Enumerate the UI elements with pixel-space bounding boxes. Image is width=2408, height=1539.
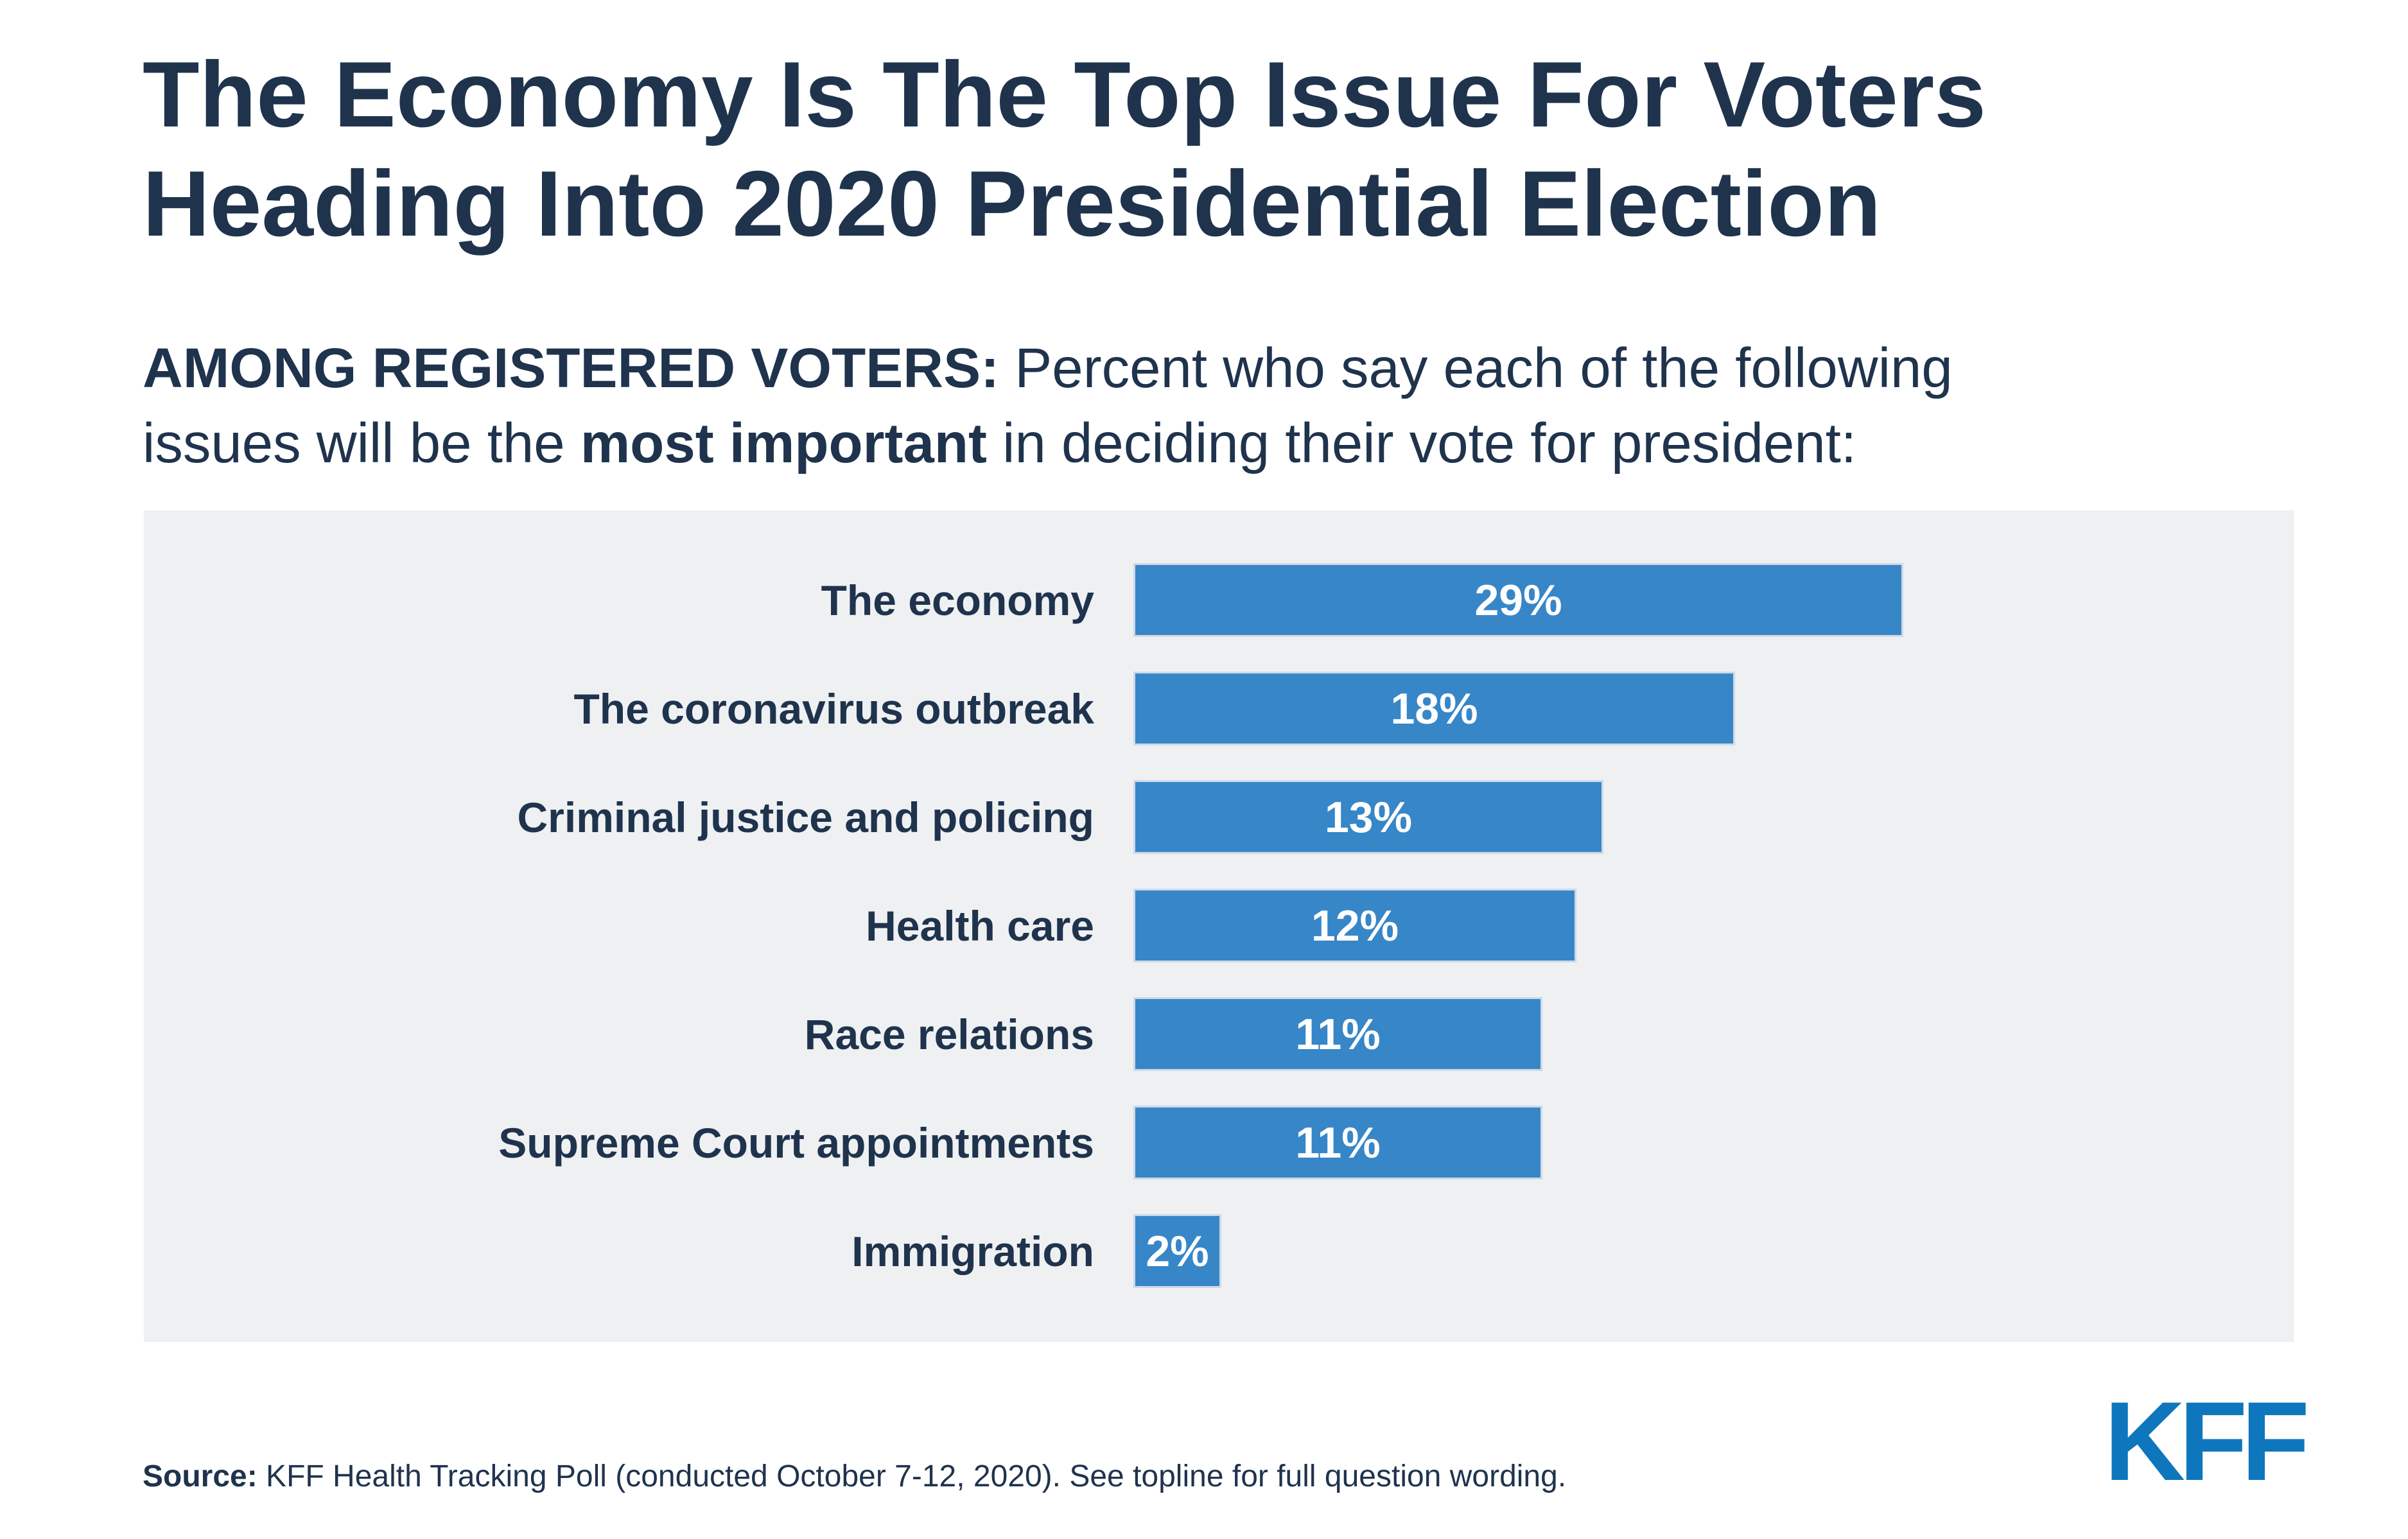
bar: 18%	[1133, 672, 1735, 745]
chart-row: Criminal justice and policing 13%	[144, 763, 2294, 871]
bar: 2%	[1133, 1214, 1221, 1288]
bar-value: 11%	[1295, 1009, 1381, 1059]
subtitle-text-3: in deciding their vote for president:	[986, 412, 1857, 474]
chart-row: Immigration 2%	[144, 1197, 2294, 1305]
bar: 11%	[1133, 1106, 1542, 1179]
subtitle-most-important-emphasis: most important	[580, 412, 987, 474]
bar: 11%	[1133, 997, 1542, 1071]
bar-label: Race relations	[804, 1010, 1094, 1058]
bar-value: 29%	[1474, 575, 1562, 625]
subtitle-line-1: AMONG REGISTERED VOTERS: Percent who say…	[143, 331, 1953, 406]
bar-chart: The economy 29% The coronavirus outbreak 18…	[144, 510, 2294, 1305]
chart-row: The coronavirus outbreak 18%	[144, 654, 2294, 763]
bar-value: 12%	[1311, 901, 1399, 950]
chart-row: The economy 29%	[144, 546, 2294, 654]
page-title: The Economy Is The Top Issue For Voters …	[143, 40, 1986, 258]
bar-value: 18%	[1390, 684, 1478, 733]
bar: 12%	[1133, 889, 1576, 962]
bar-label: Health care	[866, 901, 1094, 950]
chart-row: Supreme Court appointments 11%	[144, 1088, 2294, 1197]
chart-row: Race relations 11%	[144, 980, 2294, 1088]
bar-value: 11%	[1295, 1118, 1381, 1167]
bar-value: 13%	[1324, 792, 1413, 842]
title-line-1: The Economy Is The Top Issue For Voters	[143, 42, 1986, 146]
subtitle-line-2: issues will be the most important in dec…	[143, 406, 1953, 481]
subtitle-text-2: issues will be the	[143, 412, 580, 474]
bar: 29%	[1133, 563, 1903, 637]
source-note: Source: KFF Health Tracking Poll (conduc…	[143, 1459, 1566, 1494]
bar-label: Supreme Court appointments	[498, 1118, 1094, 1167]
subtitle-text-1: Percent who say each of the following	[999, 337, 1953, 399]
chart-subtitle: AMONG REGISTERED VOTERS: Percent who say…	[143, 331, 1953, 481]
source-text: KFF Health Tracking Poll (conducted Octo…	[257, 1459, 1567, 1493]
chart-panel: The economy 29% The coronavirus outbreak 18…	[144, 510, 2294, 1342]
kff-logo: KFF	[2104, 1379, 2310, 1504]
bar: 13%	[1133, 780, 1603, 854]
bar-label: The economy	[821, 576, 1094, 624]
bar-label: Immigration	[851, 1227, 1094, 1275]
bar-label: Criminal justice and policing	[517, 793, 1094, 841]
chart-row: Health care 12%	[144, 871, 2294, 980]
bar-label: The coronavirus outbreak	[573, 684, 1094, 733]
subtitle-among-voters-label: AMONG REGISTERED VOTERS:	[143, 337, 1000, 399]
title-line-2: Heading Into 2020 Presidential Election	[143, 152, 1881, 256]
source-label: Source:	[143, 1459, 257, 1493]
bar-value: 2%	[1146, 1226, 1209, 1276]
